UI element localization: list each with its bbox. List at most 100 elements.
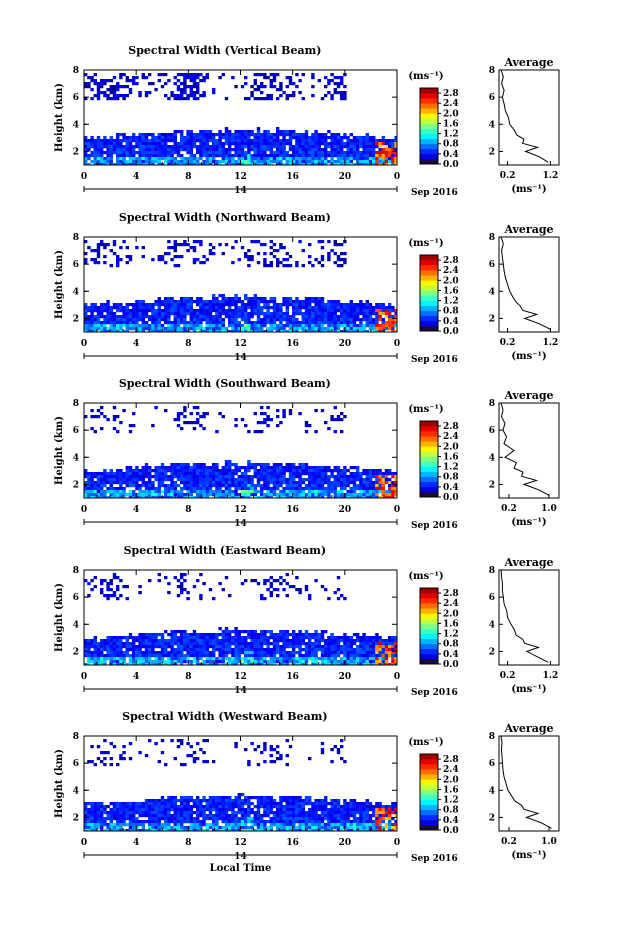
heatmap-cell xyxy=(352,481,357,485)
heatmap-cell xyxy=(343,481,347,485)
heatmap-cell xyxy=(109,588,113,592)
heatmap-cell xyxy=(141,309,145,313)
heatmap-cell xyxy=(128,496,133,498)
heatmap-cell xyxy=(352,642,357,646)
x-tick-label: 12 xyxy=(234,672,247,682)
heatmap-cell xyxy=(202,475,206,479)
heatmap-cell xyxy=(100,660,104,664)
heatmap-cell xyxy=(148,642,152,646)
heatmap-cell xyxy=(391,148,395,152)
heatmap-cell xyxy=(154,636,158,640)
heatmap-cell xyxy=(234,478,238,482)
heatmap-cell xyxy=(221,651,225,655)
heatmap-cell xyxy=(112,472,117,476)
heatmap-cell xyxy=(375,639,379,643)
panel-3: Spectral Width (Southward Beam)2468Heigh… xyxy=(54,377,560,531)
heatmap-cell xyxy=(192,406,197,410)
heatmap-cell xyxy=(253,88,257,92)
heatmap-cell xyxy=(263,324,267,328)
heatmap-cell xyxy=(183,645,187,649)
heatmap-cell xyxy=(295,663,299,665)
heatmap-cell xyxy=(164,133,168,137)
heatmap-cell xyxy=(141,246,145,250)
heatmap-cell xyxy=(221,645,225,649)
heatmap-cell xyxy=(221,157,225,161)
heatmap-cell xyxy=(189,651,193,655)
heatmap-cell xyxy=(381,139,385,143)
heatmap-cell xyxy=(215,484,219,488)
heatmap-cell xyxy=(263,493,267,497)
heatmap-cell xyxy=(381,330,385,332)
heatmap-cell xyxy=(231,490,235,494)
heatmap-cell xyxy=(154,469,158,473)
heatmap-cell xyxy=(330,145,334,149)
heatmap-cell xyxy=(186,306,190,310)
heatmap-cell xyxy=(317,469,321,473)
heatmap-cell xyxy=(228,139,232,143)
heatmap-cell xyxy=(391,145,395,149)
heatmap-cell xyxy=(359,475,363,479)
heatmap-cell xyxy=(237,309,241,313)
heatmap-cell xyxy=(93,73,97,77)
heatmap-cell xyxy=(93,318,97,322)
heatmap-cell xyxy=(375,484,379,488)
heatmap-cell xyxy=(336,255,341,259)
colorbar-segment xyxy=(420,290,438,296)
heatmap-cell xyxy=(84,469,88,473)
heatmap-cell xyxy=(340,145,344,149)
heatmap-cell xyxy=(202,145,206,149)
heatmap-cell xyxy=(388,469,392,473)
heatmap-cell xyxy=(292,318,296,322)
heatmap-cell xyxy=(189,321,193,325)
heatmap-cell xyxy=(327,478,331,482)
heatmap-cell xyxy=(266,300,270,304)
heatmap-cell xyxy=(394,651,397,655)
heatmap-cell xyxy=(231,639,235,643)
heatmap-cell xyxy=(308,481,312,485)
heatmap-cell xyxy=(186,243,190,247)
heatmap-cell xyxy=(378,475,382,479)
heatmap-cell xyxy=(317,318,321,322)
heatmap-cell xyxy=(301,469,305,473)
heatmap-cell xyxy=(196,406,200,410)
heatmap-cell xyxy=(375,309,379,313)
heatmap-cell xyxy=(237,315,241,319)
heatmap-cell xyxy=(93,639,97,643)
heatmap-cell xyxy=(327,490,331,494)
heatmap-cell xyxy=(221,145,225,149)
heatmap-cell xyxy=(253,463,257,467)
heatmap-cell xyxy=(272,300,277,304)
heatmap-cell xyxy=(170,481,174,485)
heatmap-cell xyxy=(164,327,168,331)
heatmap-cell xyxy=(132,82,136,86)
heatmap-cell xyxy=(93,148,97,152)
heatmap-cell xyxy=(333,660,337,664)
heatmap-cell xyxy=(237,475,241,479)
heatmap-cell xyxy=(256,306,261,310)
heatmap-cell xyxy=(292,300,296,304)
heatmap-cell xyxy=(100,151,104,155)
heatmap-cell xyxy=(144,657,149,661)
heatmap-cell xyxy=(336,157,341,161)
heatmap-cell xyxy=(327,324,331,328)
heatmap-cell xyxy=(250,300,254,304)
heatmap-cell xyxy=(250,297,254,301)
heatmap-cell xyxy=(164,469,168,473)
heatmap-cell xyxy=(359,645,363,649)
heatmap-cell xyxy=(93,645,97,649)
heatmap-cell xyxy=(352,648,357,652)
heatmap-cell xyxy=(304,493,309,497)
heatmap-cell xyxy=(276,136,280,140)
heatmap-cell xyxy=(128,157,133,161)
heatmap-cell xyxy=(144,309,149,313)
heatmap-cell xyxy=(199,594,203,598)
heatmap-cell xyxy=(199,312,203,316)
heatmap-cell xyxy=(164,642,168,646)
heatmap-cell xyxy=(391,160,395,164)
heatmap-cell xyxy=(272,466,277,470)
heatmap-cell xyxy=(170,306,174,310)
heatmap-cell xyxy=(292,160,296,164)
heatmap-cell xyxy=(247,330,251,332)
heatmap-cell xyxy=(141,303,145,307)
heatmap-cell xyxy=(202,645,206,649)
